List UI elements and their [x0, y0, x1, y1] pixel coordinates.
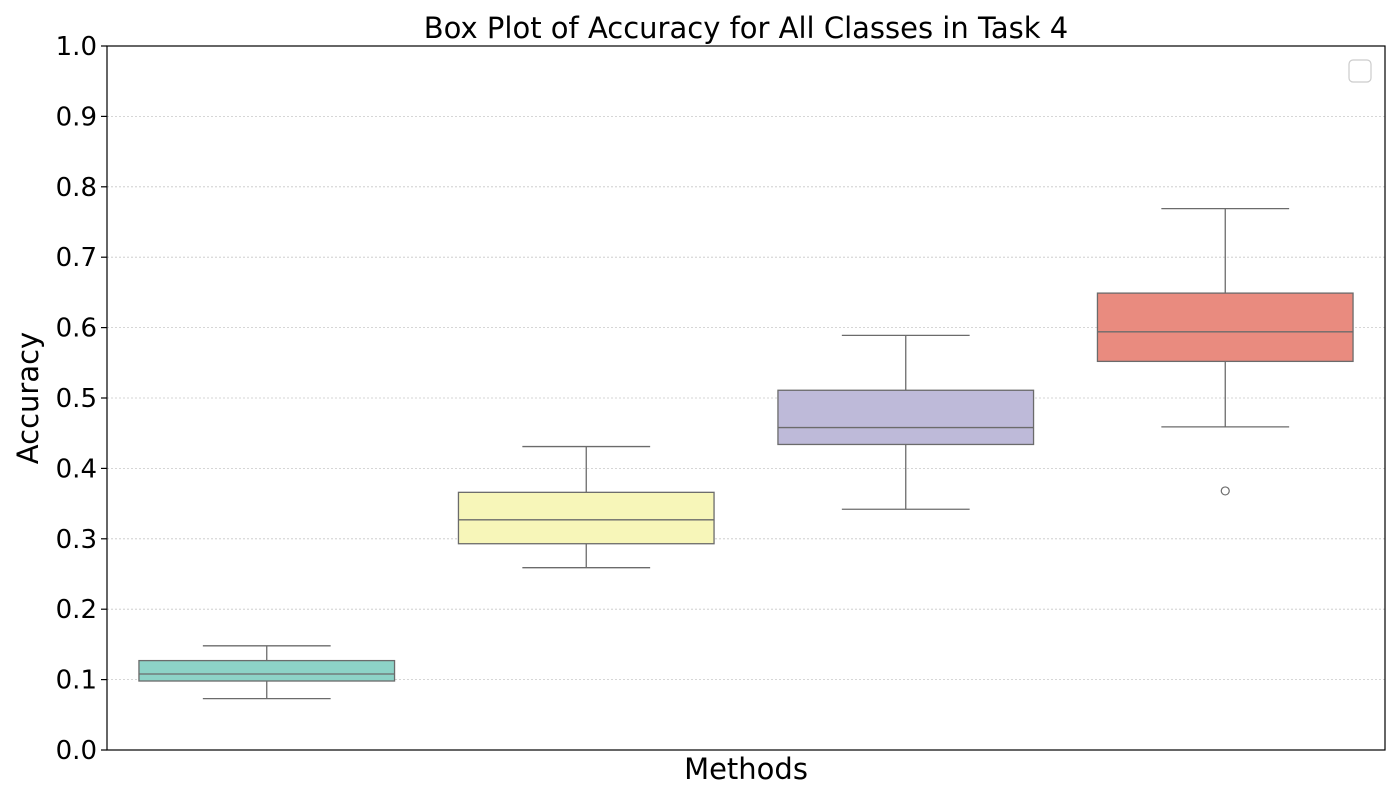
y-axis-label: Accuracy [11, 332, 45, 464]
y-tick-label: 0.8 [56, 173, 97, 203]
y-tick-label: 0.3 [56, 525, 97, 555]
y-tick-label: 0.5 [56, 384, 97, 414]
interquartile-box [1096, 292, 1354, 363]
y-tick-label: 0.6 [56, 314, 97, 344]
y-axis-ticks: 0.0 0.1 0.2 0.3 0.4 0.5 0.6 0.7 0.8 0.9 1.0 [56, 32, 107, 766]
legend-box [1348, 59, 1372, 83]
y-tick-label: 0.0 [56, 736, 97, 766]
y-tick-label: 0.2 [56, 595, 97, 625]
y-tick-label: 1.0 [56, 32, 97, 62]
box-group-1 [138, 645, 396, 700]
box-group-4 [1096, 207, 1354, 496]
outlier-point [1220, 486, 1230, 496]
chart-title: Box Plot of Accuracy for All Classes in … [424, 11, 1068, 45]
y-tick-label: 0.1 [56, 666, 97, 696]
box-group-3 [777, 334, 1035, 510]
y-tick-label: 0.9 [56, 102, 97, 132]
interquartile-box [457, 491, 715, 545]
box-group-2 [457, 445, 715, 569]
x-axis-label: Methods [684, 752, 808, 786]
interquartile-box [777, 389, 1035, 446]
y-tick-label: 0.7 [56, 243, 97, 273]
y-tick-label: 0.4 [56, 454, 97, 484]
boxes [138, 207, 1354, 700]
interquartile-box [138, 659, 396, 682]
